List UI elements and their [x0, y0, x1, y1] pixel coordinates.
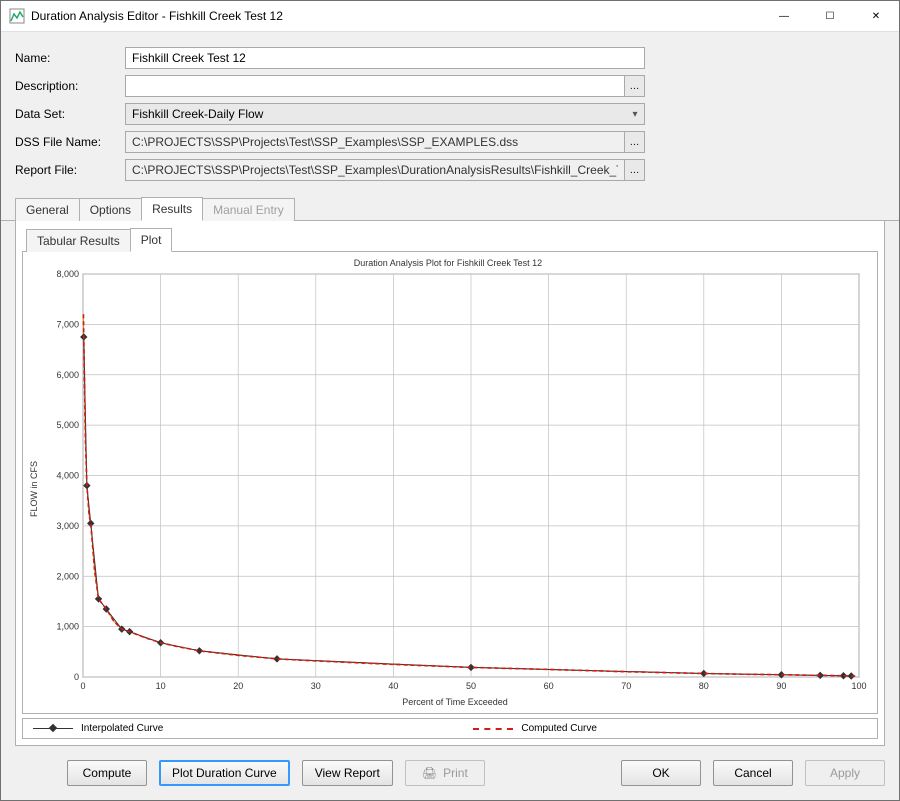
svg-text:70: 70: [621, 681, 631, 691]
svg-text:1,000: 1,000: [56, 622, 79, 632]
compute-button[interactable]: Compute: [67, 760, 147, 786]
svg-text:10: 10: [156, 681, 166, 691]
svg-text:7,000: 7,000: [56, 319, 79, 329]
print-label: Print: [443, 766, 468, 780]
maximize-button[interactable]: ☐: [807, 1, 853, 31]
legend-computed-label: Computed Curve: [521, 723, 597, 734]
dataset-value: Fishkill Creek-Daily Flow: [126, 107, 626, 121]
results-panel: Tabular ResultsPlot Duration Analysis Pl…: [15, 221, 885, 746]
svg-text:80: 80: [699, 681, 709, 691]
description-input[interactable]: [125, 75, 625, 97]
chart-legend: Interpolated Curve Computed Curve: [22, 718, 878, 739]
dataset-label: Data Set:: [15, 107, 125, 121]
cancel-button[interactable]: Cancel: [713, 760, 793, 786]
dssfile-input[interactable]: [125, 131, 625, 153]
svg-text:4,000: 4,000: [56, 471, 79, 481]
legend-comp-swatch: [473, 728, 513, 730]
description-browse-button[interactable]: …: [625, 75, 645, 97]
reportfile-input[interactable]: [125, 159, 625, 181]
svg-text:5,000: 5,000: [56, 420, 79, 430]
form-area: Name: Description: … Data Set: Fishkill …: [1, 32, 899, 190]
tab-results[interactable]: Results: [141, 197, 203, 221]
window-title: Duration Analysis Editor - Fishkill Cree…: [31, 9, 761, 23]
legend-interp-swatch: [33, 728, 73, 729]
reportfile-label: Report File:: [15, 163, 125, 177]
tab-manual-entry: Manual Entry: [202, 198, 295, 221]
apply-button: Apply: [805, 760, 885, 786]
minimize-button[interactable]: —: [761, 1, 807, 31]
description-label: Description:: [15, 79, 125, 93]
chart-title: Duration Analysis Plot for Fishkill Cree…: [27, 256, 869, 268]
window-buttons: — ☐ ✕: [761, 1, 899, 31]
svg-text:8,000: 8,000: [56, 269, 79, 279]
svg-text:40: 40: [388, 681, 398, 691]
reportfile-browse-button[interactable]: …: [625, 159, 645, 181]
duration-chart: 0 10 20 30 40 50 60 70 80 90 100 0 1,000 2,000 3,000 4,…: [41, 268, 869, 697]
tab-general[interactable]: General: [15, 198, 80, 221]
subtab-plot[interactable]: Plot: [130, 228, 173, 252]
name-input[interactable]: [125, 47, 645, 69]
svg-text:6,000: 6,000: [56, 370, 79, 380]
svg-text:90: 90: [776, 681, 786, 691]
dssfile-browse-button[interactable]: …: [625, 131, 645, 153]
legend-interpolated-label: Interpolated Curve: [81, 723, 163, 734]
plot-container: Duration Analysis Plot for Fishkill Cree…: [22, 252, 878, 714]
x-axis-label: Percent of Time Exceeded: [41, 697, 869, 709]
main-tab-strip: GeneralOptionsResultsManual Entry: [1, 196, 899, 221]
svg-text:0: 0: [80, 681, 85, 691]
legend-computed: Computed Curve: [473, 723, 597, 734]
dialog-window: Duration Analysis Editor - Fishkill Cree…: [0, 0, 900, 801]
close-button[interactable]: ✕: [853, 1, 899, 31]
svg-text:100: 100: [851, 681, 866, 691]
print-button: 🖨 Print: [405, 760, 485, 786]
ok-button[interactable]: OK: [621, 760, 701, 786]
svg-text:30: 30: [311, 681, 321, 691]
dssfile-label: DSS File Name:: [15, 135, 125, 149]
app-icon: [9, 8, 25, 24]
chevron-down-icon: ▾: [626, 109, 644, 120]
y-axis-label: FLOW in CFS: [27, 268, 41, 709]
svg-text:20: 20: [233, 681, 243, 691]
svg-text:0: 0: [74, 672, 79, 682]
svg-text:2,000: 2,000: [56, 571, 79, 581]
name-label: Name:: [15, 51, 125, 65]
dataset-combo[interactable]: Fishkill Creek-Daily Flow ▾: [125, 103, 645, 125]
print-icon: 🖨: [422, 766, 437, 780]
sub-tab-strip: Tabular ResultsPlot: [22, 227, 878, 252]
plot-duration-button[interactable]: Plot Duration Curve: [159, 760, 290, 786]
subtab-tabular-results[interactable]: Tabular Results: [26, 229, 131, 252]
tab-options[interactable]: Options: [79, 198, 142, 221]
button-bar: Compute Plot Duration Curve View Report …: [1, 752, 899, 800]
view-report-button[interactable]: View Report: [302, 760, 393, 786]
legend-interpolated: Interpolated Curve: [33, 723, 163, 734]
svg-text:3,000: 3,000: [56, 521, 79, 531]
svg-text:50: 50: [466, 681, 476, 691]
titlebar: Duration Analysis Editor - Fishkill Cree…: [1, 1, 899, 32]
svg-text:60: 60: [544, 681, 554, 691]
